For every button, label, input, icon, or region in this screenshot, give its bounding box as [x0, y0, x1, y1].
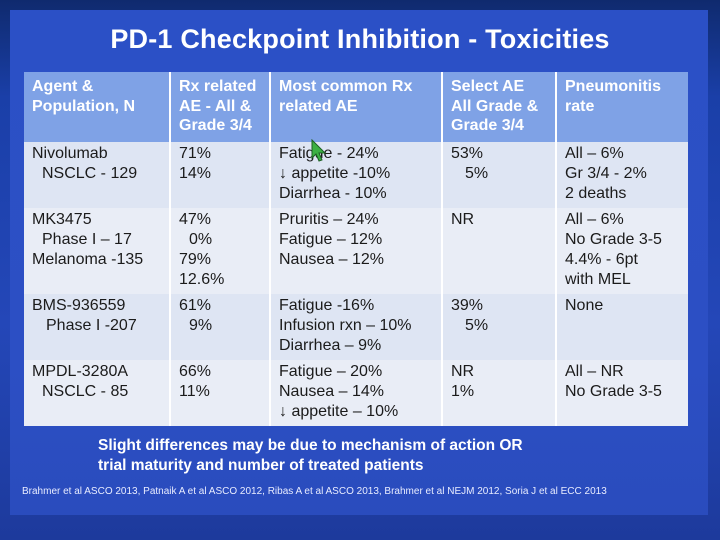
- cell-agent: Nivolumab NSCLC - 129: [24, 141, 171, 208]
- header-rx-ae-line: Grade 3/4: [179, 117, 252, 134]
- references: Brahmer et al ASCO 2013, Patnaik A et al…: [22, 486, 607, 497]
- agent-population: NSCLC - 85: [42, 382, 129, 400]
- agent-population: Phase I -207: [46, 316, 137, 334]
- common-ae-value: Fatigue -16%: [279, 296, 375, 314]
- common-ae-value: Diarrhea - 10%: [279, 184, 387, 202]
- footnote-line: Slight differences may be due to mechani…: [98, 437, 523, 454]
- cell-pneumonitis: All – 6% No Grade 3-5 4.4% - 6pt with ME…: [556, 207, 688, 294]
- header-common-ae: Most common Rx related AE: [270, 72, 443, 142]
- table-header-row: Agent & Population, N Rx related AE - Al…: [24, 72, 688, 142]
- rx-ae-value: 66%: [179, 362, 212, 380]
- agent-population: Phase I – 17: [42, 230, 132, 248]
- cell-pneumonitis: All – NR No Grade 3-5: [556, 359, 688, 426]
- pneumonitis-value: 2 deaths: [565, 184, 627, 202]
- header-rx-ae: Rx related AE - All & Grade 3/4: [170, 72, 271, 142]
- cell-agent: BMS-936559 Phase I -207: [24, 293, 171, 360]
- common-ae-value: Pruritis – 24%: [279, 210, 379, 228]
- header-select-ae-line: All Grade &: [451, 97, 539, 115]
- rx-ae-value: 9%: [189, 316, 213, 334]
- cell-select-ae: NR 1%: [442, 359, 557, 426]
- slide-title: PD-1 Checkpoint Inhibition - Toxicities: [110, 24, 610, 54]
- agent-population: Melanoma -135: [32, 250, 144, 268]
- select-ae-value: 53%: [451, 144, 484, 162]
- cell-rx-ae: 66% 11%: [170, 359, 271, 426]
- cell-rx-ae: 71% 14%: [170, 141, 271, 208]
- common-ae-value: Fatigue - 24%: [279, 144, 379, 162]
- cell-common-ae: Fatigue - 24% ↓ appetite -10% Diarrhea -…: [270, 141, 443, 208]
- header-pneumonitis-line: Pneumonitis: [565, 78, 662, 95]
- common-ae-value: Fatigue – 12%: [279, 230, 383, 248]
- cell-select-ae: 53% 5%: [442, 141, 557, 208]
- table-row-mk3475: MK3475 Phase I – 17 Melanoma -135 47% 0%…: [24, 207, 688, 294]
- header-rx-ae-line: AE - All &: [179, 97, 252, 115]
- common-ae-value: ↓ appetite – 10%: [279, 402, 399, 420]
- pneumonitis-value: 4.4% - 6pt: [565, 250, 638, 268]
- pneumonitis-value: with MEL: [565, 270, 631, 288]
- cell-common-ae: Pruritis – 24% Fatigue – 12% Nausea – 12…: [270, 207, 443, 294]
- pneumonitis-value: Gr 3/4 - 2%: [565, 164, 647, 182]
- pneumonitis-value: All – 6%: [565, 210, 624, 228]
- header-agent: Agent & Population, N: [24, 72, 171, 142]
- agent-name: MPDL-3280A: [32, 362, 129, 380]
- select-ae-value: 5%: [465, 316, 489, 334]
- header-agent-line: Agent &: [32, 78, 94, 95]
- rx-ae-value: 11%: [179, 382, 210, 400]
- rx-ae-value: 12.6%: [179, 270, 225, 288]
- cell-agent: MPDL-3280A NSCLC - 85: [24, 359, 171, 426]
- rx-ae-value: 0%: [189, 230, 213, 248]
- cell-select-ae: 39% 5%: [442, 293, 557, 360]
- header-select-ae-line: Grade 3/4: [451, 117, 524, 134]
- agent-name: Nivolumab: [32, 144, 108, 162]
- agent-name: BMS-936559: [32, 296, 126, 314]
- select-ae-value: 5%: [465, 164, 489, 182]
- table-row-nivolumab: Nivolumab NSCLC - 129 71% 14% Fatigue - …: [24, 141, 688, 208]
- table-row-bms-936559: BMS-936559 Phase I -207 61% 9% Fatigue -…: [24, 293, 688, 360]
- header-pneumonitis: Pneumonitis rate: [556, 72, 688, 142]
- select-ae-value: NR: [451, 362, 475, 380]
- rx-ae-value: 71%: [179, 144, 212, 162]
- agent-name: MK3475: [32, 210, 92, 228]
- header-common-ae-line: related AE: [279, 97, 358, 115]
- common-ae-value: Fatigue – 20%: [279, 362, 383, 380]
- header-pneumonitis-line: rate: [565, 97, 595, 115]
- select-ae-value: 39%: [451, 296, 484, 314]
- pneumonitis-value: All – NR: [565, 362, 624, 380]
- header-rx-ae-line: Rx related: [179, 78, 257, 95]
- header-select-ae: Select AE All Grade & Grade 3/4: [442, 72, 557, 142]
- cell-select-ae: NR: [442, 207, 557, 294]
- cell-pneumonitis: All – 6% Gr 3/4 - 2% 2 deaths: [556, 141, 688, 208]
- rx-ae-value: 14%: [179, 164, 212, 182]
- cell-rx-ae: 47% 0% 79% 12.6%: [170, 207, 271, 294]
- common-ae-value: Diarrhea – 9%: [279, 336, 382, 354]
- header-agent-line: Population, N: [32, 97, 136, 115]
- header-common-ae-line: Most common Rx: [279, 78, 413, 95]
- table-row-mpdl-3280a: MPDL-3280A NSCLC - 85 66% 11% Fatigue – …: [24, 359, 688, 426]
- pneumonitis-value: None: [565, 296, 604, 314]
- common-ae-value: Nausea – 14%: [279, 382, 384, 400]
- common-ae-value: ↓ appetite -10%: [279, 164, 391, 182]
- pneumonitis-value: No Grade 3-5: [565, 382, 662, 400]
- select-ae-value: 1%: [451, 382, 475, 400]
- rx-ae-value: 47%: [179, 210, 212, 228]
- footnote: Slight differences may be due to mechani…: [98, 436, 523, 476]
- pneumonitis-value: No Grade 3-5: [565, 230, 662, 248]
- rx-ae-value: 61%: [179, 296, 212, 314]
- cell-common-ae: Fatigue – 20% Nausea – 14% ↓ appetite – …: [270, 359, 443, 426]
- cell-rx-ae: 61% 9%: [170, 293, 271, 360]
- cell-common-ae: Fatigue -16% Infusion rxn – 10% Diarrhea…: [270, 293, 443, 360]
- header-select-ae-line: Select AE: [451, 78, 525, 95]
- common-ae-value: Infusion rxn – 10%: [279, 316, 412, 334]
- select-ae-value: NR: [451, 210, 475, 228]
- cell-pneumonitis: None: [556, 293, 688, 360]
- rx-ae-value: 79%: [179, 250, 212, 268]
- footnote-line: trial maturity and number of treated pat…: [98, 457, 424, 474]
- cell-agent: MK3475 Phase I – 17 Melanoma -135: [24, 207, 171, 294]
- common-ae-value: Nausea – 12%: [279, 250, 384, 268]
- agent-population: NSCLC - 129: [42, 164, 138, 182]
- toxicity-table: Agent & Population, N Rx related AE - Al…: [24, 72, 688, 426]
- pneumonitis-value: All – 6%: [565, 144, 624, 162]
